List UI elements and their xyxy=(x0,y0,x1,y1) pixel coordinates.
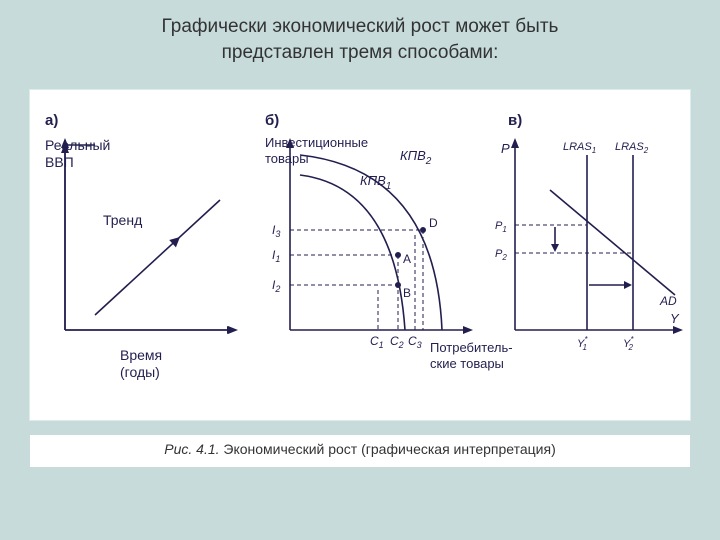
panel-b-xlabel1: Потребитель- xyxy=(430,340,513,355)
panel-b-xlabel2: ские товары xyxy=(430,356,504,371)
ad-line xyxy=(550,190,675,295)
panel-b-ylabel2: товары xyxy=(265,151,309,166)
trend-label: Тренд xyxy=(103,212,142,228)
i3: I3 xyxy=(272,223,280,239)
y1star: Y*1 xyxy=(577,335,588,352)
figure-container: а) Реальный ВВП Тренд Время (годы) б) И xyxy=(30,90,690,420)
c1: C1 xyxy=(370,334,384,350)
label-d: D xyxy=(429,216,438,230)
point-b xyxy=(395,282,401,288)
panel-a-ylabel2: ВВП xyxy=(45,154,74,170)
lras2-label: LRAS2 xyxy=(615,141,649,155)
i1: I1 xyxy=(272,248,280,264)
panel-a-xlabel2: (годы) xyxy=(120,364,160,380)
label-a: A xyxy=(403,252,411,266)
title-line-2: представлен тремя способами: xyxy=(222,42,499,63)
shift-arrow-down xyxy=(551,227,559,252)
p1: P1 xyxy=(495,220,507,234)
lras1-label: LRAS1 xyxy=(563,141,596,155)
caption-text: Экономический рост (графическая интерпре… xyxy=(220,441,556,457)
label-b: B xyxy=(403,286,411,300)
panel-c-tag: в) xyxy=(508,112,522,129)
kpv1-label: КПВ1 xyxy=(360,173,391,192)
caption-prefix: Рис. 4.1. xyxy=(164,441,219,457)
panel-c: в) xyxy=(508,112,522,129)
point-d xyxy=(420,227,426,233)
y-axis: Y xyxy=(670,311,680,326)
ad-label: AD xyxy=(659,294,677,308)
slide-title: Графически экономический рост может быть… xyxy=(0,0,720,73)
y2star: Y*2 xyxy=(623,335,634,352)
panel-a-plot: Тренд Время (годы) xyxy=(61,138,238,380)
c3: C3 xyxy=(408,334,422,350)
panel-b-ylabel1: Инвестиционные xyxy=(265,135,368,150)
panel-a-tag: а) xyxy=(45,112,58,129)
point-a xyxy=(395,252,401,258)
figure-caption: Рис. 4.1. Экономический рост (графическа… xyxy=(30,435,690,467)
panel-b-tag: б) xyxy=(265,112,279,129)
panel-a-xlabel1: Время xyxy=(120,347,162,363)
kpv1-curve xyxy=(300,175,405,330)
figure-svg: а) Реальный ВВП Тренд Время (годы) б) И xyxy=(30,90,690,420)
shift-arrow-right xyxy=(589,281,632,289)
kpv2-label: КПВ2 xyxy=(400,148,432,167)
i2: I2 xyxy=(272,278,280,294)
panel-b-plot: КПВ1 КПВ2 A B D I3 I1 I2 C1 C2 C3 Потреб… xyxy=(272,138,513,371)
title-line-1: Графически экономический рост может быть xyxy=(162,16,559,37)
p2: P2 xyxy=(495,248,507,262)
p-axis: P xyxy=(501,141,510,156)
panel-c-plot: P Y LRAS1 LRAS2 AD P1 P2 Y*1 Y*2 xyxy=(495,138,683,352)
c2: C2 xyxy=(390,334,404,350)
